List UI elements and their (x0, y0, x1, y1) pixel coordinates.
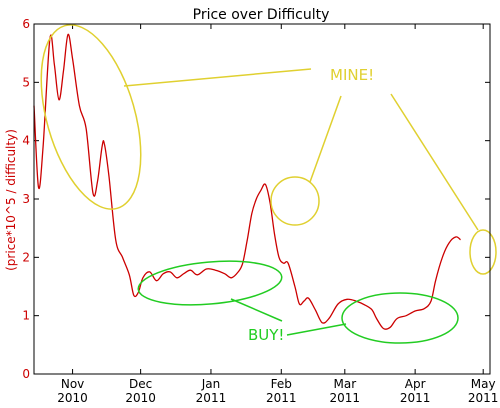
x-tick-label: May (471, 377, 496, 391)
mine-ellipse (40, 24, 142, 210)
x-axis-ticks: Nov2010Dec2010Jan2011Feb2011Mar2011Apr20… (57, 24, 498, 405)
mine-ellipse (469, 229, 497, 275)
mine-pointer (390, 93, 479, 231)
x-tick-label: Feb (271, 377, 292, 391)
series-layer (33, 33, 461, 330)
x-tick-label: Jan (201, 377, 221, 391)
annotations: MINE! BUY! (40, 24, 497, 344)
x-tick-label: 2011 (400, 391, 431, 405)
x-tick-label: 2010 (125, 391, 156, 405)
x-tick-label: Apr (405, 377, 426, 391)
buy-pointer (286, 323, 347, 336)
buy-ellipse (137, 260, 283, 306)
x-tick-label: 2011 (330, 391, 361, 405)
mine-label: MINE! (330, 66, 374, 84)
mine-pointer (123, 68, 312, 87)
x-tick-label: Mar (333, 377, 356, 391)
y-tick-label: 3 (22, 192, 30, 206)
y-axis-ticks: 0 1 2 3 4 5 6 (22, 17, 490, 381)
x-tick-label: 2011 (266, 391, 297, 405)
buy-ellipse (341, 292, 459, 344)
y-tick-label: 4 (22, 134, 30, 148)
y-tick-label: 5 (22, 75, 30, 89)
y-tick-label: 2 (22, 250, 30, 264)
mine-pointer (309, 95, 342, 183)
chart-title: Price over Difficulty (193, 7, 330, 23)
y-axis-label: (price*10^5 / difficulty) (4, 129, 18, 271)
buy-label: BUY! (248, 326, 284, 344)
buy-pointer (230, 298, 283, 322)
y-tick-label: 1 (22, 309, 30, 323)
mine-ellipse (270, 176, 320, 226)
x-tick-label: Nov (61, 377, 84, 391)
plot-frame (33, 23, 491, 375)
x-tick-label: 2010 (57, 391, 88, 405)
x-tick-label: Dec (129, 377, 152, 391)
x-tick-label: 2011 (468, 391, 499, 405)
series-line (33, 33, 461, 330)
y-tick-label: 0 (22, 367, 30, 381)
x-tick-label: 2011 (196, 391, 227, 405)
y-tick-label: 6 (22, 17, 30, 31)
